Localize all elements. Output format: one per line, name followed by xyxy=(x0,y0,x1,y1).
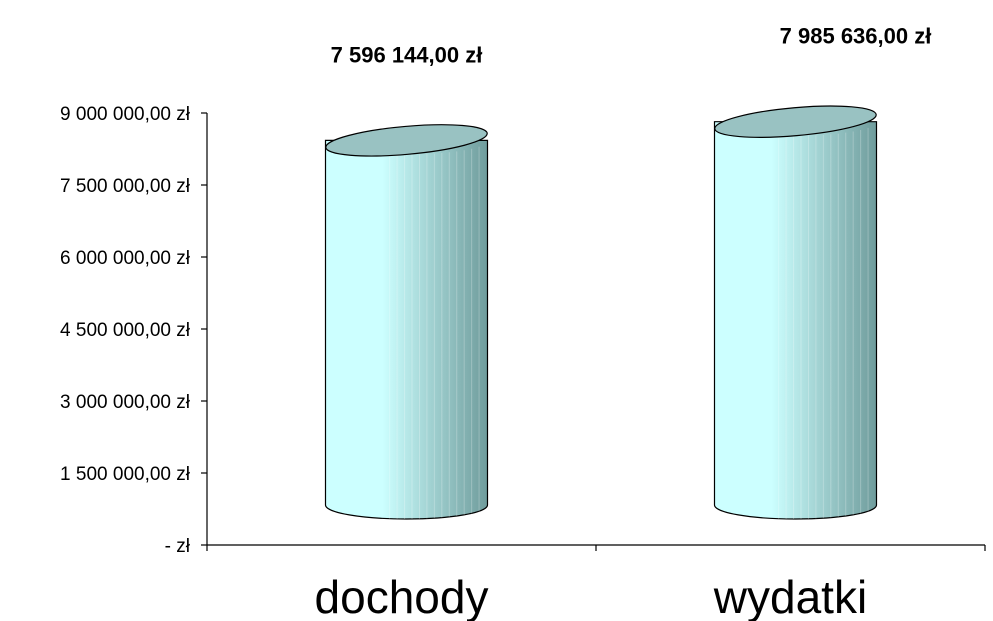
y-tick-label: 1 500 000,00 zł xyxy=(60,464,191,485)
category-label: dochody xyxy=(315,571,489,621)
data-labels: 7 596 144,00 zł 7 985 636,00 zł xyxy=(331,24,932,68)
data-label: 7 985 636,00 zł xyxy=(780,24,932,49)
y-tick-label: 6 000 000,00 zł xyxy=(60,248,191,269)
bar-body xyxy=(713,121,878,520)
y-tick-label: 4 500 000,00 zł xyxy=(60,320,191,341)
bar-wydatki xyxy=(713,105,878,520)
category-label: wydatki xyxy=(713,571,867,621)
y-tick-label: - zł xyxy=(165,536,191,557)
y-tick-label: 7 500 000,00 zł xyxy=(60,176,191,197)
y-axis: - zł 1 500 000,00 zł 3 000 000,00 zł 4 500 … xyxy=(60,104,208,557)
y-ticks: - zł 1 500 000,00 zł 3 000 000,00 zł 4 500 … xyxy=(60,104,207,557)
x-ticks xyxy=(206,545,986,551)
bars xyxy=(324,105,878,520)
bar-dochody xyxy=(324,124,489,520)
data-label: 7 596 144,00 zł xyxy=(331,42,483,67)
bar-top xyxy=(714,105,877,138)
bar-body xyxy=(324,139,489,520)
y-tick-label: 3 000 000,00 zł xyxy=(60,392,191,413)
bar-top xyxy=(325,124,488,157)
x-axis xyxy=(206,544,986,551)
y-tick-label: 9 000 000,00 zł xyxy=(60,104,191,125)
category-labels: dochody wydatki xyxy=(315,571,868,621)
